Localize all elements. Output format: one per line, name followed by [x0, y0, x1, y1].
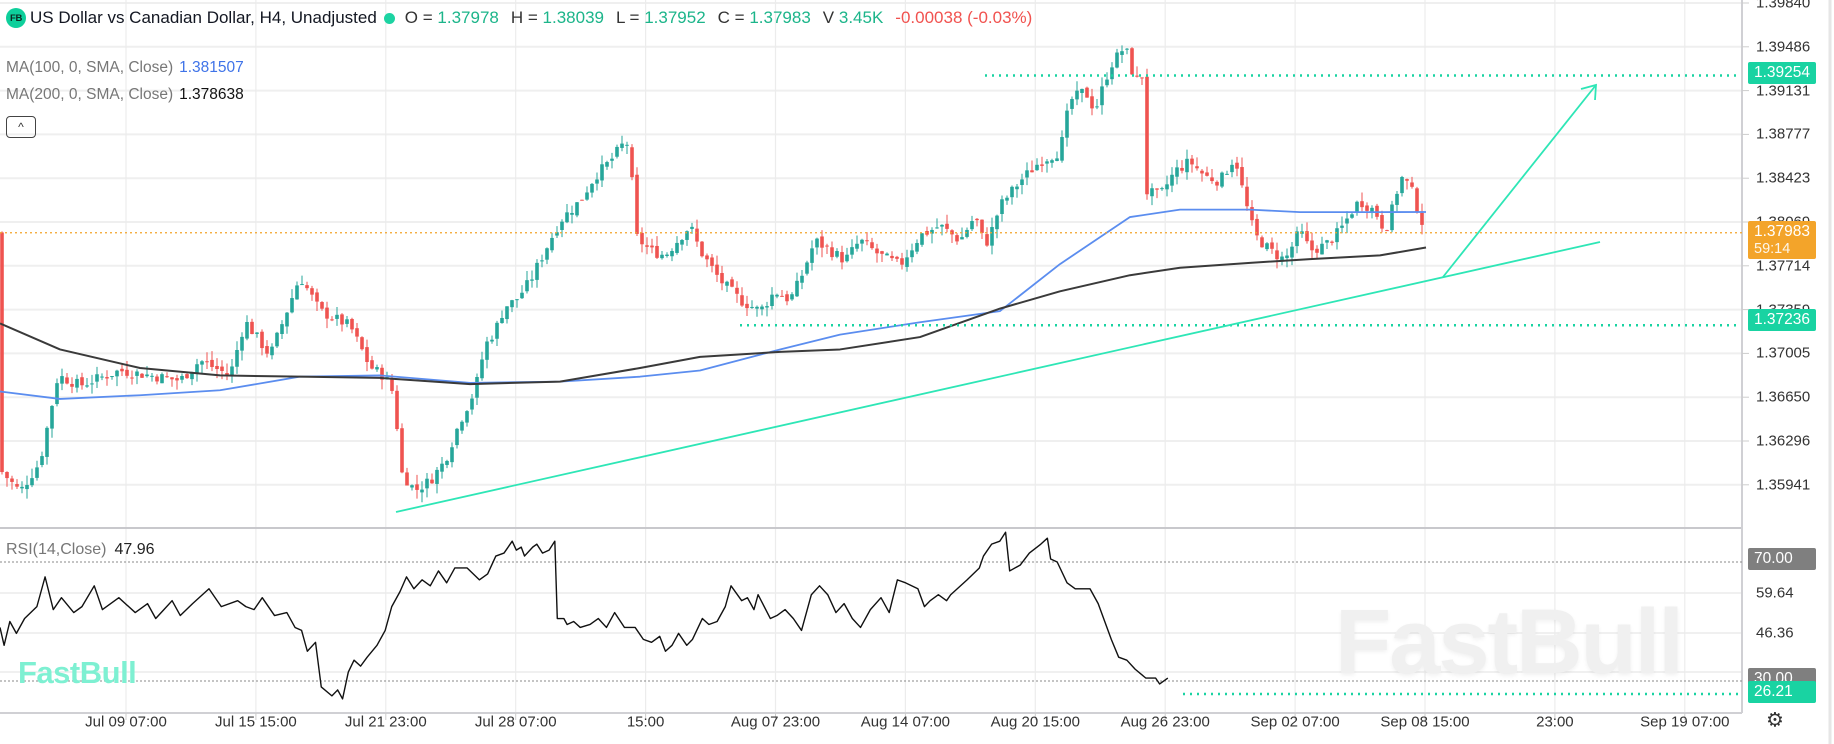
time-tick-label: Jul 21 23:00: [344, 713, 427, 731]
low-value: L = 1.37952: [615, 8, 706, 27]
fastbull-watermark-large: FastBull: [1335, 591, 1684, 693]
price-badge: 1.39254: [1748, 62, 1816, 84]
rsi-legend[interactable]: RSI(14,Close) 47.96: [6, 541, 155, 558]
price-badge: 1.37983 59:14: [1748, 221, 1816, 259]
time-tick-label: 15:00: [626, 713, 665, 731]
badge-value: 1.37983: [1754, 223, 1811, 240]
high-value: H = 1.38039: [510, 8, 604, 27]
price-tick-label: 1.37005: [1756, 344, 1811, 362]
market-status-dot-icon: [383, 12, 395, 24]
time-tick-label: Jul 09 07:00: [85, 713, 167, 731]
time-tick-label: Aug 07 23:00: [730, 713, 821, 731]
rsi-tick-label: 46.36: [1756, 624, 1794, 642]
rsi-tick-label: 59.64: [1756, 584, 1794, 602]
time-tick-label: Jul 15 15:00: [215, 713, 297, 731]
time-tick-label: Jul 28 07:00: [474, 713, 557, 731]
price-tick-label: 1.37714: [1756, 257, 1811, 275]
price-tick-label: 1.36650: [1756, 388, 1811, 406]
fastbull-watermark-small: FastBull: [18, 655, 137, 690]
rsi-badge: 26.21: [1748, 681, 1816, 703]
price-tick-label: 1.38777: [1756, 125, 1811, 143]
chart-header: FB US Dollar vs Canadian Dollar, H4, Una…: [6, 8, 1032, 28]
fastbull-logo-icon: FB: [6, 8, 26, 28]
time-tick-label: Sep 02 07:00: [1250, 713, 1340, 731]
time-tick-label: Sep 08 15:00: [1380, 713, 1470, 731]
symbol-title[interactable]: US Dollar vs Canadian Dollar, H4, Unadju…: [30, 8, 377, 27]
price-tick-label: 1.39131: [1756, 82, 1811, 100]
chevron-up-icon: ^: [18, 120, 24, 134]
collapse-legend-button[interactable]: ^: [6, 116, 36, 138]
volume-value: V 3.45K: [822, 8, 884, 27]
price-change: -0.00038 (-0.03%): [895, 8, 1033, 27]
price-tick-label: 1.39840: [1756, 0, 1811, 12]
open-value: O = 1.37978: [404, 8, 499, 27]
ma100-legend[interactable]: MA(100, 0, SMA, Close) 1.381507: [6, 59, 244, 76]
price-tick-label: 1.38423: [1756, 169, 1811, 187]
time-tick-label: 23:00: [1536, 713, 1574, 731]
time-tick-label: Aug 26 23:00: [1120, 713, 1210, 731]
settings-gear-icon[interactable]: ⚙: [1766, 709, 1784, 732]
price-tick-label: 1.35941: [1756, 476, 1811, 494]
time-tick-label: Sep 19 07:00: [1640, 713, 1730, 731]
badge-value: 1.39254: [1754, 64, 1811, 81]
time-tick-label: Aug 20 15:00: [990, 713, 1080, 731]
ma200-legend[interactable]: MA(200, 0, SMA, Close) 1.378638: [6, 86, 244, 103]
price-tick-label: 1.36296: [1756, 432, 1811, 450]
rsi-badge: 70.00: [1748, 548, 1816, 570]
close-value: C = 1.37983: [717, 8, 811, 27]
time-tick-label: Aug 14 07:00: [860, 713, 951, 731]
badge-value: 1.37236: [1754, 311, 1811, 328]
price-tick-label: 1.39486: [1756, 38, 1811, 56]
countdown-timer: 59:14: [1754, 241, 1791, 257]
price-badge: 1.37236: [1748, 309, 1816, 331]
